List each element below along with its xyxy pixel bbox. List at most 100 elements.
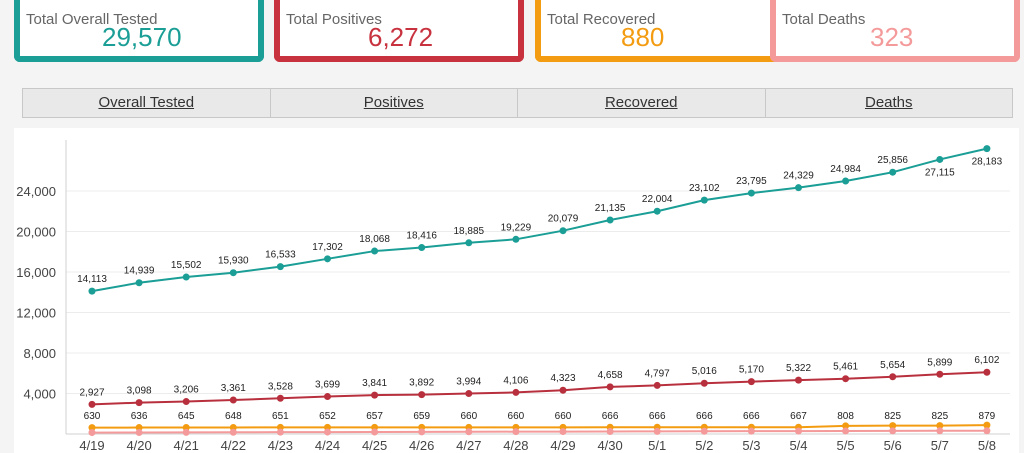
data-label: 3,994 — [456, 377, 481, 388]
card-value: 6,272 — [368, 22, 434, 52]
card-value: 880 — [621, 22, 665, 52]
tab-label: Overall Tested — [98, 94, 195, 111]
x-tick-label: 5/5 — [837, 438, 855, 453]
data-label: 18,068 — [359, 234, 390, 245]
card-label: Total Positives — [286, 11, 382, 28]
data-label: 666 — [696, 411, 713, 422]
data-point — [606, 383, 614, 391]
tab-label: Deaths — [864, 94, 913, 111]
data-point — [842, 177, 850, 185]
data-point — [465, 428, 473, 436]
data-point — [936, 422, 944, 430]
data-label: 630 — [84, 411, 101, 422]
line-chart-panel — [14, 128, 1019, 453]
data-point — [983, 421, 991, 429]
data-label: 23,795 — [736, 176, 767, 187]
data-point — [842, 375, 850, 383]
data-point — [276, 428, 284, 436]
data-label: 23,102 — [689, 183, 720, 194]
data-point — [182, 273, 190, 281]
data-label: 25,856 — [877, 155, 908, 166]
data-point — [842, 427, 850, 435]
data-point — [229, 428, 237, 436]
data-label: 666 — [743, 411, 760, 422]
data-point — [229, 269, 237, 277]
x-tick-label: 5/1 — [648, 438, 666, 453]
data-point — [889, 422, 897, 430]
card-value: 29,570 — [102, 22, 182, 52]
card-label: Total Recovered — [547, 11, 656, 28]
data-point — [182, 428, 190, 436]
data-point — [983, 368, 991, 376]
x-tick-label: 4/27 — [456, 438, 481, 453]
data-label: 666 — [649, 411, 666, 422]
data-label: 666 — [602, 411, 619, 422]
series-line — [91, 429, 987, 434]
data-label: 28,183 — [972, 157, 1003, 168]
data-point — [512, 428, 520, 436]
x-tick-label: 4/28 — [503, 438, 528, 453]
data-label: 4,658 — [598, 370, 623, 381]
data-label: 648 — [225, 411, 242, 422]
data-point — [324, 428, 331, 436]
data-label: 808 — [837, 411, 854, 422]
data-label: 5,322 — [786, 363, 811, 374]
data-label: 659 — [413, 411, 430, 422]
data-point — [653, 381, 661, 389]
y-tick-label: 16,000 — [16, 265, 56, 280]
data-label: 645 — [178, 411, 195, 422]
y-tick-label: 12,000 — [16, 306, 56, 321]
tab-positives[interactable]: Positives — [271, 89, 518, 117]
data-point — [559, 227, 567, 235]
data-label: 4,323 — [550, 373, 575, 384]
data-label: 21,135 — [595, 203, 626, 214]
x-tick-label: 5/6 — [884, 438, 902, 453]
data-label: 24,329 — [783, 171, 814, 182]
x-tick-label: 4/22 — [221, 438, 246, 453]
y-tick-label: 4,000 — [23, 387, 56, 402]
x-tick-label: 4/30 — [597, 438, 622, 453]
card-label: Total Overall Tested — [26, 11, 158, 28]
data-label: 4,797 — [645, 368, 670, 379]
data-label: 660 — [460, 411, 477, 422]
data-point — [559, 428, 567, 436]
data-point — [606, 427, 614, 435]
x-tick-label: 5/4 — [789, 438, 807, 453]
x-tick-label: 4/20 — [126, 438, 151, 453]
tab-label: Positives — [363, 94, 424, 111]
data-label: 15,502 — [171, 260, 202, 271]
data-point — [182, 398, 190, 406]
tab-recovered[interactable]: Recovered — [518, 89, 766, 117]
data-point — [795, 184, 802, 192]
y-tick-label: 20,000 — [16, 225, 56, 240]
x-tick-label: 5/8 — [978, 438, 996, 453]
data-point — [371, 428, 379, 436]
data-label: 3,098 — [127, 386, 152, 397]
data-label: 879 — [979, 411, 996, 422]
tab-deaths[interactable]: Deaths — [766, 89, 1013, 117]
data-point — [229, 396, 237, 404]
data-label: 657 — [366, 411, 383, 422]
y-tick-label: 8,000 — [23, 346, 56, 361]
data-point — [371, 391, 379, 399]
x-tick-label: 4/23 — [268, 438, 293, 453]
card-label: Total Deaths — [782, 11, 866, 28]
x-tick-label: 4/24 — [315, 438, 340, 453]
data-label: 14,113 — [77, 274, 107, 285]
data-label: 2,927 — [79, 387, 104, 398]
data-point — [418, 391, 426, 399]
tab-overall-tested[interactable]: Overall Tested — [23, 89, 271, 117]
data-label: 19,229 — [501, 222, 532, 233]
card-total-tested: Total Overall Tested 29,570 — [14, 0, 264, 62]
data-label: 5,016 — [692, 366, 717, 377]
data-point — [465, 239, 473, 247]
data-point — [418, 428, 426, 436]
data-point — [653, 207, 661, 215]
y-tick-label: 24,000 — [16, 184, 56, 199]
data-label: 17,302 — [312, 242, 343, 253]
x-tick-label: 4/21 — [174, 438, 199, 453]
series-line — [91, 371, 987, 406]
data-point — [88, 429, 96, 437]
data-point — [135, 279, 143, 287]
data-label: 6,102 — [974, 355, 999, 366]
